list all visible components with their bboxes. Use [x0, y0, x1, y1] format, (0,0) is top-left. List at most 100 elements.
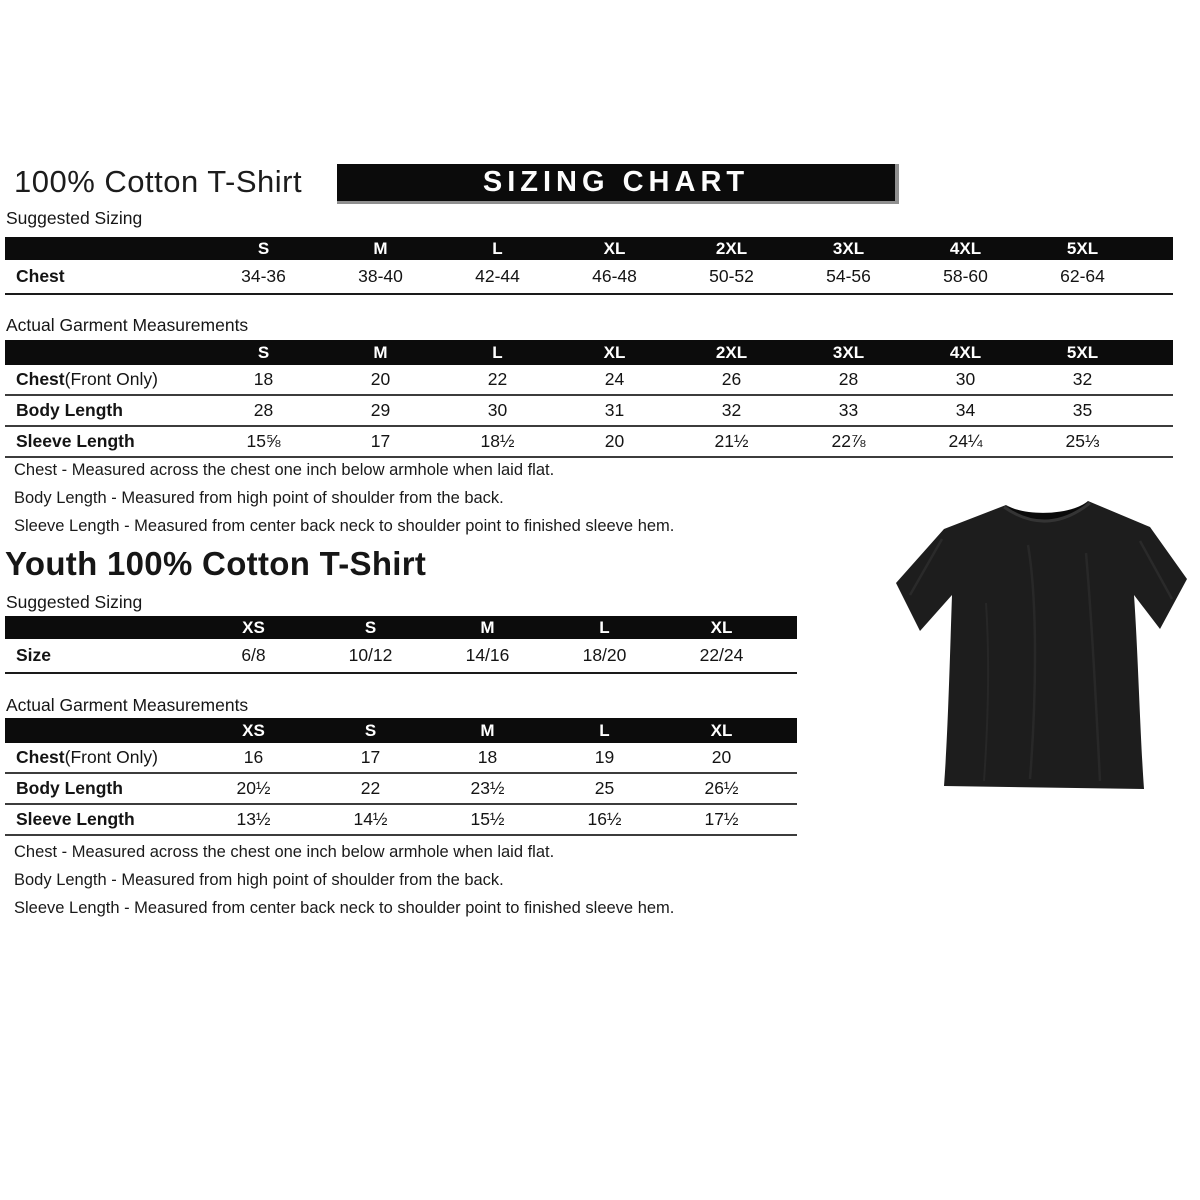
- cell: 35: [1072, 400, 1093, 420]
- youth-measurements-label: Actual Garment Measurements: [6, 695, 249, 715]
- spacer: [780, 639, 797, 672]
- spacer: [1141, 365, 1173, 394]
- sizing-chart-banner-text: SIZING CHART: [482, 166, 750, 198]
- spacer: [780, 805, 797, 834]
- cell: 22: [360, 778, 381, 798]
- row-label-main: Chest: [16, 369, 65, 389]
- cell: 14/16: [465, 645, 510, 665]
- cell: 18: [253, 369, 274, 389]
- col-header: 5XL: [1066, 238, 1099, 258]
- youth-suggested-table: XS S M L XL Size 6/8 10/12 14/16 18/20 2…: [5, 616, 797, 674]
- cell: 17: [370, 431, 391, 451]
- cell: 18: [477, 747, 498, 767]
- row-label-suffix: (Front Only): [64, 369, 158, 389]
- row-label: Sleeve Length: [16, 809, 135, 829]
- col-header: L: [492, 342, 503, 362]
- cell: 18/20: [582, 645, 627, 665]
- cell: 30: [955, 369, 976, 389]
- table-header-row: XS S M L XL: [5, 616, 797, 639]
- table-row: Sleeve Length 13½ 14½ 15½ 16½ 17½: [5, 805, 797, 836]
- cell: 34: [955, 400, 976, 420]
- cell: 25⅓: [1065, 431, 1100, 451]
- cell: 31: [604, 400, 625, 420]
- cell: 26: [721, 369, 742, 389]
- spacer: [1141, 427, 1173, 456]
- col-header: S: [257, 342, 270, 362]
- cell: 14½: [353, 809, 388, 829]
- cell: 20: [604, 431, 625, 451]
- spacer: [780, 718, 797, 743]
- col-header: XS: [242, 720, 265, 740]
- cell: 19: [594, 747, 615, 767]
- spacer: [1141, 340, 1173, 365]
- cell: 20½: [236, 778, 271, 798]
- col-header: S: [257, 238, 270, 258]
- col-header: 3XL: [832, 238, 865, 258]
- col-header: 4XL: [949, 342, 982, 362]
- col-header: 5XL: [1066, 342, 1099, 362]
- cell: 29: [370, 400, 391, 420]
- spacer: [5, 340, 205, 365]
- col-header: M: [480, 720, 495, 740]
- spacer: [1141, 237, 1173, 260]
- cell: 32: [721, 400, 742, 420]
- cell: 28: [838, 369, 859, 389]
- col-header: 4XL: [949, 238, 982, 258]
- table-header-row: XS S M L XL: [5, 718, 797, 743]
- table-row: Chest (Front Only) 16 17 18 19 20: [5, 743, 797, 774]
- cell: 25: [594, 778, 615, 798]
- row-label: Chest (Front Only): [5, 743, 195, 772]
- cell: 30: [487, 400, 508, 420]
- row-label: Body Length: [16, 778, 123, 798]
- cell: 24: [604, 369, 625, 389]
- note-body-length: Body Length - Measured from high point o…: [14, 871, 504, 889]
- cell: 22⅞: [831, 431, 866, 451]
- row-label: Chest: [16, 266, 65, 286]
- row-label: Size: [16, 645, 52, 665]
- table-row: Sleeve Length 15⅝ 17 18½ 20 21½ 22⅞ 24¼ …: [5, 427, 1173, 458]
- note-sleeve-length: Sleeve Length - Measured from center bac…: [14, 517, 675, 535]
- cell: 54-56: [826, 266, 871, 286]
- cell: 50-52: [709, 266, 754, 286]
- cell: 26½: [704, 778, 739, 798]
- spacer: [5, 616, 195, 639]
- table-header-row: S M L XL 2XL 3XL 4XL 5XL: [5, 237, 1173, 260]
- col-header: XL: [710, 720, 733, 740]
- col-header: L: [599, 617, 610, 637]
- note-body-length: Body Length - Measured from high point o…: [14, 489, 504, 507]
- adult-measurements-table: S M L XL 2XL 3XL 4XL 5XL Chest (Front On…: [5, 340, 1173, 458]
- col-header: 3XL: [832, 342, 865, 362]
- row-label: Body Length: [16, 400, 123, 420]
- col-header: M: [373, 238, 388, 258]
- youth-notes: Chest - Measured across the chest one in…: [14, 843, 674, 927]
- col-header: L: [492, 238, 503, 258]
- cell: 17: [360, 747, 381, 767]
- note-sleeve-length: Sleeve Length - Measured from center bac…: [14, 899, 675, 917]
- cell: 23½: [470, 778, 505, 798]
- youth-title: Youth 100% Cotton T-Shirt: [5, 545, 427, 582]
- col-header: XL: [603, 238, 626, 258]
- adult-suggested-label: Suggested Sizing: [6, 208, 143, 228]
- adult-suggested-table: S M L XL 2XL 3XL 4XL 5XL Chest 34-36 38-…: [5, 237, 1173, 295]
- cell: 16½: [587, 809, 622, 829]
- col-header: M: [480, 617, 495, 637]
- youth-suggested-label: Suggested Sizing: [6, 592, 143, 612]
- black-tshirt-photo: [896, 501, 1187, 789]
- col-header: XL: [710, 617, 733, 637]
- spacer: [1141, 396, 1173, 425]
- cell: 20: [711, 747, 732, 767]
- cell: 10/12: [348, 645, 393, 665]
- col-header: 2XL: [715, 238, 748, 258]
- spacer: [5, 237, 205, 260]
- table-row: Body Length 20½ 22 23½ 25 26½: [5, 774, 797, 805]
- cell: 34-36: [241, 266, 286, 286]
- table-row: Chest 34-36 38-40 42-44 46-48 50-52 54-5…: [5, 260, 1173, 295]
- spacer: [5, 718, 195, 743]
- col-header: M: [373, 342, 388, 362]
- cell: 42-44: [475, 266, 520, 286]
- cell: 58-60: [943, 266, 988, 286]
- cell: 24¼: [948, 431, 983, 451]
- cell: 17½: [704, 809, 739, 829]
- table-row: Body Length 28 29 30 31 32 33 34 35: [5, 396, 1173, 427]
